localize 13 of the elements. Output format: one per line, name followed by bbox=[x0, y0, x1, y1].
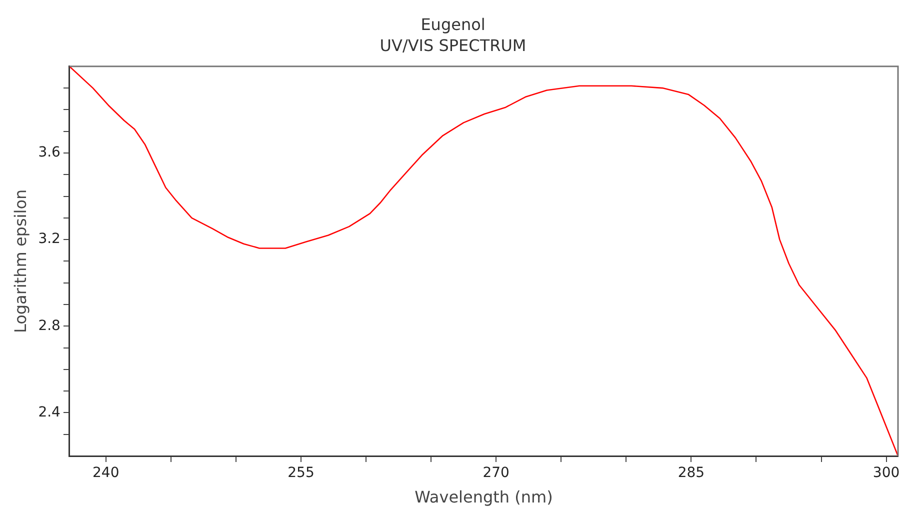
x-tick-label: 255 bbox=[288, 465, 314, 482]
x-tick-label: 240 bbox=[92, 465, 120, 482]
x-axis-title: Wavelength (nm) bbox=[414, 488, 553, 507]
chart-subtitle: UV/VIS SPECTRUM bbox=[380, 36, 526, 55]
x-tick-label: 300 bbox=[872, 465, 900, 482]
y-tick-label: 3.6 bbox=[38, 144, 61, 161]
chart-title: Eugenol bbox=[420, 14, 486, 34]
y-tick-label: 2.8 bbox=[38, 318, 60, 334]
y-axis-title: Logarithm epsilon bbox=[10, 189, 30, 334]
x-tick-label: 285 bbox=[678, 465, 705, 482]
y-tick-label: 3.2 bbox=[38, 231, 60, 248]
x-tick-label: 270 bbox=[482, 465, 510, 482]
y-tick-label: 2.4 bbox=[38, 404, 61, 420]
